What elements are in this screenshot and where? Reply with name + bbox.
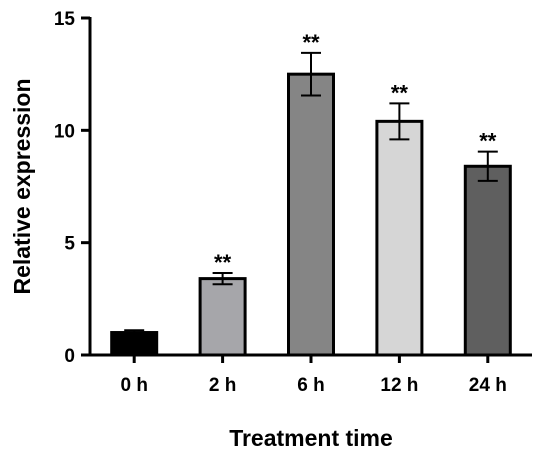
y-tick-label-2: 10 (54, 121, 75, 142)
bar-0 (110, 331, 159, 357)
plot-area: ** ** ** ** 0 5 10 15 0 h 2 h 6 h 12 h 24 h (54, 9, 532, 396)
significance-label-1: ** (214, 250, 232, 275)
significance-label-4: ** (479, 129, 497, 154)
significance-label-2: ** (302, 30, 320, 55)
significance-label-3: ** (391, 80, 409, 105)
y-axis-ticks: 0 5 10 15 (54, 9, 90, 367)
bar-2 (287, 72, 335, 357)
significance-group: ** ** ** ** (214, 30, 497, 275)
bars-group (110, 72, 512, 357)
x-axis-title: Treatment time (229, 425, 393, 451)
error-bars-group (124, 51, 498, 336)
y-tick-label-1: 5 (64, 234, 75, 255)
y-tick-label-3: 15 (54, 9, 76, 30)
y-tick-label-0: 0 (64, 346, 75, 367)
x-axis-ticks: 0 h 2 h 6 h 12 h 24 h (120, 355, 507, 396)
bar-3 (375, 119, 424, 357)
x-tick-label-2: 6 h (297, 375, 324, 396)
x-tick-label-4: 24 h (469, 375, 507, 396)
x-tick-label-1: 2 h (209, 375, 236, 396)
x-tick-label-3: 12 h (380, 375, 418, 396)
y-axis-title: Relative expression (9, 78, 35, 294)
bar-1 (198, 277, 247, 357)
x-tick-label-0: 0 h (120, 375, 147, 396)
bar-4 (463, 164, 512, 357)
